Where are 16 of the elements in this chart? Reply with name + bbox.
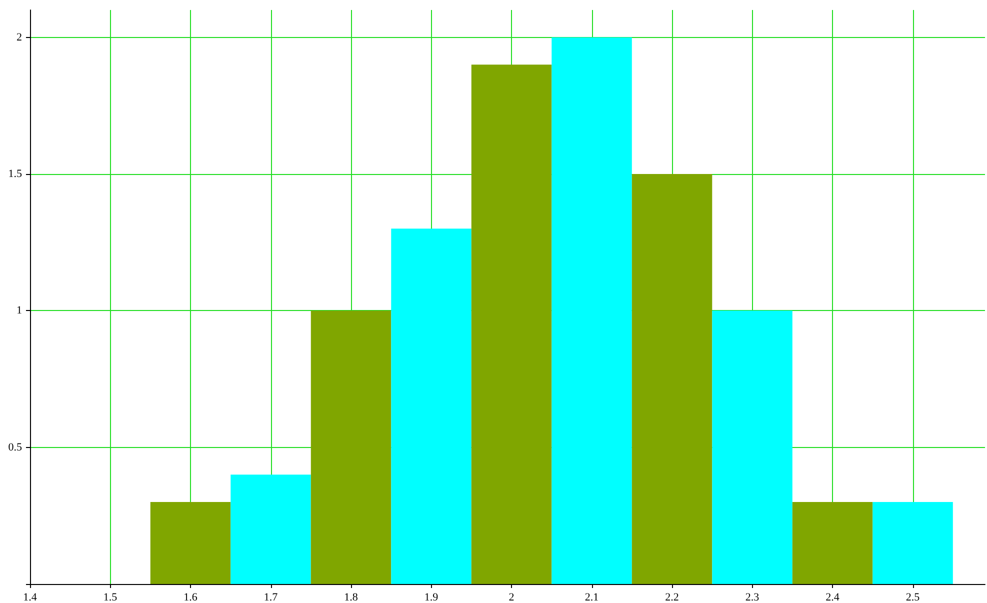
- x-tick-label: 1.6: [184, 592, 198, 603]
- x-tick-label: 2.4: [826, 592, 840, 603]
- x-tick-label: 1.4: [23, 592, 38, 603]
- x-tick-label: 2.2: [665, 592, 679, 603]
- x-tick-label: 2.5: [906, 592, 920, 603]
- x-tick-label: 2.1: [584, 592, 599, 603]
- x-tick-label: 1.8: [344, 592, 358, 603]
- x-tick-label: 2: [508, 592, 514, 603]
- x-tick-label: 1.7: [264, 592, 278, 603]
- y-tick-label: 0.5: [8, 441, 22, 454]
- x-tick-label: 1.9: [424, 592, 439, 603]
- x-tick-label: 1.5: [103, 592, 118, 603]
- y-tick-label: 2: [16, 31, 22, 44]
- x-tick-label: 2.3: [745, 592, 760, 603]
- y-tick-label: 1.5: [8, 168, 22, 180]
- y-tick-label: 1: [16, 304, 22, 317]
